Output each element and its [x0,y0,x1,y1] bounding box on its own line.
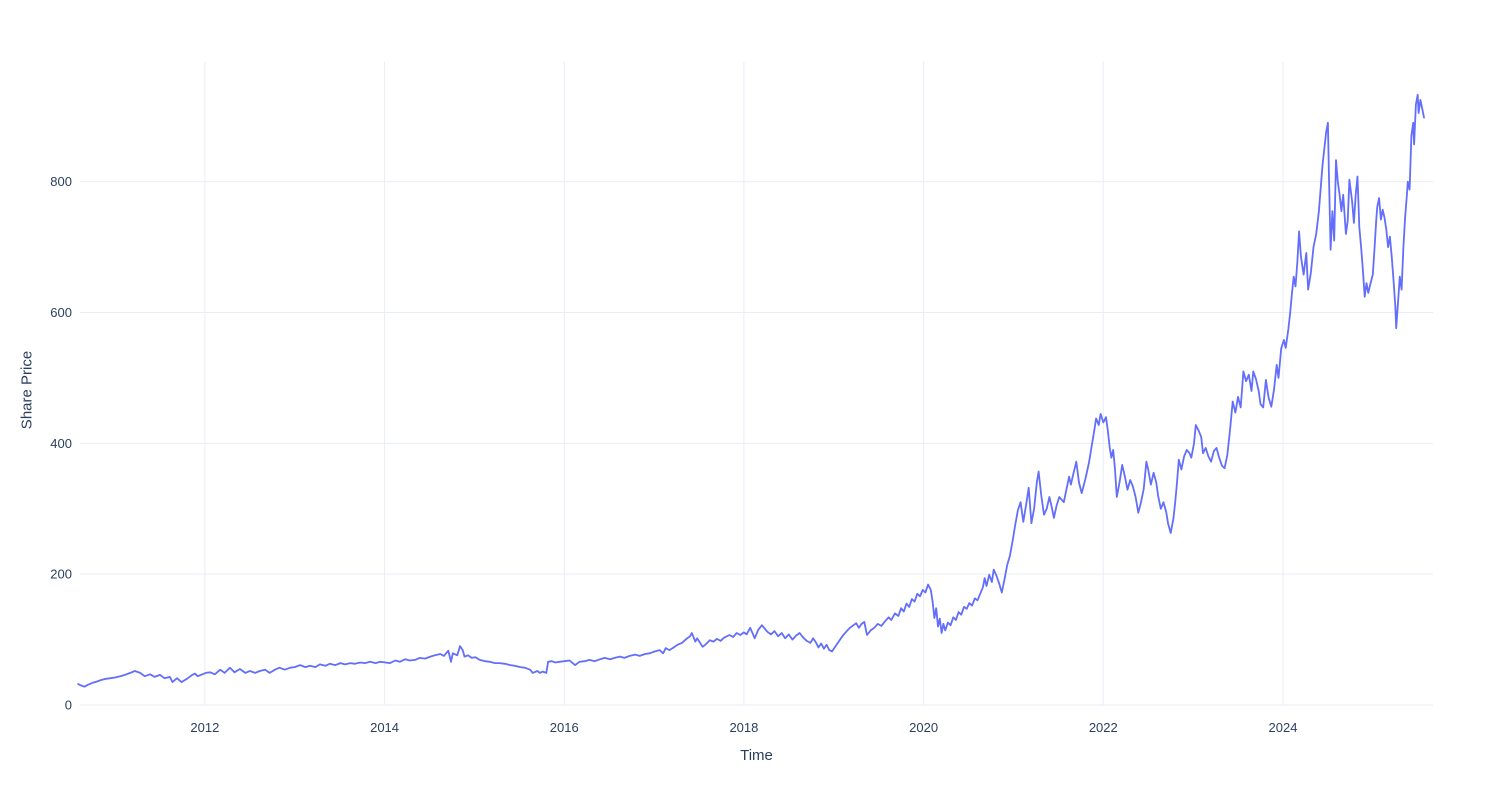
x-tick-label: 2016 [550,720,579,735]
y-axis-title: Share Price [18,350,36,430]
x-tick-label: 2012 [190,720,219,735]
share-price-line[interactable] [77,93,1425,688]
plot-area[interactable] [80,62,1433,705]
y-tick-label: 200 [50,567,72,582]
y-tick-label: 600 [50,305,72,320]
x-tick-label: 2014 [370,720,399,735]
y-tick-label: 400 [50,436,72,451]
x-tick-label: 2024 [1269,720,1298,735]
x-axis-title: Time [740,747,773,764]
y-tick-label: 0 [65,698,72,713]
x-tick-label: 2020 [909,720,938,735]
x-tick-label: 2018 [729,720,758,735]
y-tick-label: 800 [50,174,72,189]
x-tick-label: 2022 [1089,720,1118,735]
